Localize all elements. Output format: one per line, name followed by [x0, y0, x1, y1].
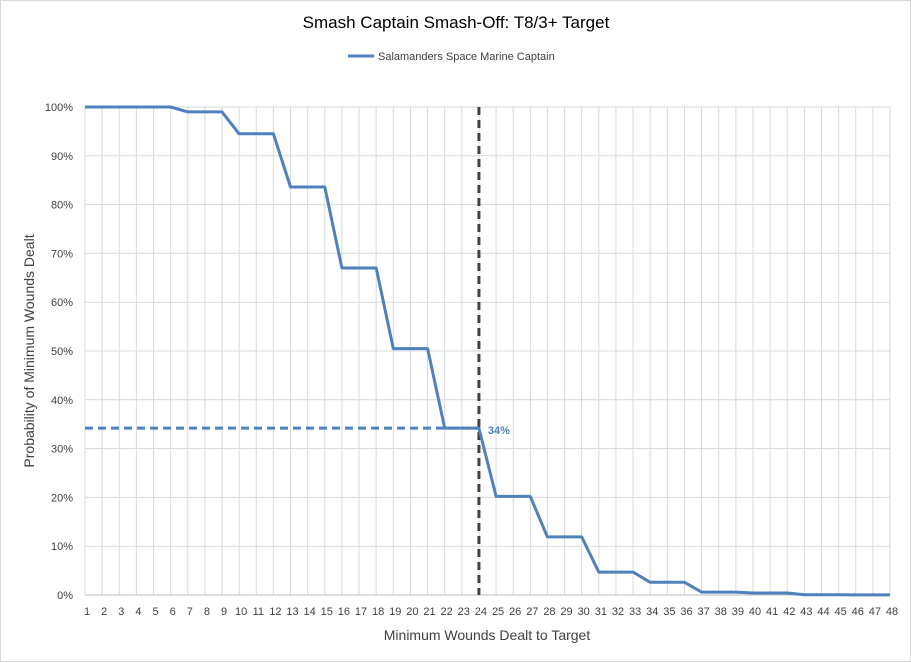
y-tick-label: 60% [51, 297, 73, 309]
x-tick-label: 47 [869, 606, 881, 618]
x-axis-title: Minimum Wounds Dealt to Target [384, 627, 591, 643]
reference-lines [85, 107, 481, 595]
x-tick-label: 22 [441, 606, 453, 618]
x-tick-label: 1 [84, 606, 90, 618]
x-tick-label: 10 [235, 606, 247, 618]
x-tick-label: 40 [749, 606, 761, 618]
x-tick-label: 7 [187, 606, 193, 618]
x-tick-label: 29 [560, 606, 572, 618]
x-tick-label: 46 [852, 606, 864, 618]
y-tick-label: 100% [45, 102, 73, 114]
y-tick-label: 30% [51, 444, 73, 456]
x-tick-label: 30 [578, 606, 590, 618]
x-tick-label: 15 [321, 606, 333, 618]
y-tick-label: 70% [51, 248, 73, 260]
annotation-label: 34% [488, 425, 510, 437]
y-tick-label: 90% [51, 151, 73, 163]
x-tick-label: 12 [269, 606, 281, 618]
x-tick-label: 19 [389, 606, 401, 618]
x-tick-label: 32 [612, 606, 624, 618]
chart-title: Smash Captain Smash-Off: T8/3+ Target [303, 13, 610, 32]
y-tick-label: 80% [51, 200, 73, 212]
y-tick-label: 40% [51, 395, 73, 407]
y-tick-label: 0% [57, 590, 73, 602]
x-tick-label: 25 [492, 606, 504, 618]
x-tick-label: 28 [543, 606, 555, 618]
y-axis-title: Probability of Minimum Wounds Dealt [21, 234, 37, 467]
x-tick-label: 5 [152, 606, 158, 618]
x-tick-label: 11 [253, 606, 264, 618]
series-layer [85, 105, 890, 597]
x-tick-label: 23 [458, 606, 470, 618]
x-tick-label: 14 [304, 606, 316, 618]
y-tick-label: 20% [51, 492, 73, 504]
legend-label: Salamanders Space Marine Captain [378, 51, 555, 63]
x-tick-label: 2 [101, 606, 107, 618]
x-tick-label: 39 [732, 606, 744, 618]
x-tick-label: 27 [526, 606, 538, 618]
y-tick-label: 10% [51, 541, 73, 553]
x-tick-label: 13 [286, 606, 298, 618]
x-tick-label: 6 [170, 606, 176, 618]
legend[interactable]: Salamanders Space Marine Captain [348, 51, 555, 63]
x-tick-label: 34 [646, 606, 658, 618]
x-tick-label: 18 [372, 606, 384, 618]
x-tick-label: 37 [697, 606, 709, 618]
x-tick-label: 43 [800, 606, 812, 618]
x-tick-label: 41 [766, 606, 778, 618]
x-tick-label: 36 [680, 606, 692, 618]
x-tick-label: 21 [423, 606, 435, 618]
x-tick-label: 26 [509, 606, 521, 618]
x-tick-label: 48 [886, 606, 898, 618]
x-tick-label: 17 [355, 606, 367, 618]
x-tick-label: 38 [715, 606, 727, 618]
series-line [85, 105, 890, 597]
x-tick-label: 33 [629, 606, 641, 618]
x-tick-label: 44 [817, 606, 829, 618]
x-tick-label: 42 [783, 606, 795, 618]
x-tick-label: 24 [475, 606, 487, 618]
x-tick-label: 20 [406, 606, 418, 618]
x-tick-label: 4 [135, 606, 141, 618]
x-tick-label: 35 [663, 606, 675, 618]
x-tick-label: 31 [595, 606, 607, 618]
tick-labels: 0%10%20%30%40%50%60%70%80%90%100%1 2 3 4 5 6 7… [45, 102, 898, 618]
x-tick-label: 8 [204, 606, 210, 618]
x-tick-label: 16 [338, 606, 350, 618]
y-tick-label: 50% [51, 346, 73, 358]
x-tick-label: 45 [834, 606, 846, 618]
x-tick-label: 9 [221, 606, 227, 618]
x-tick-label: 3 [118, 606, 124, 618]
grid-layer [84, 106, 891, 596]
